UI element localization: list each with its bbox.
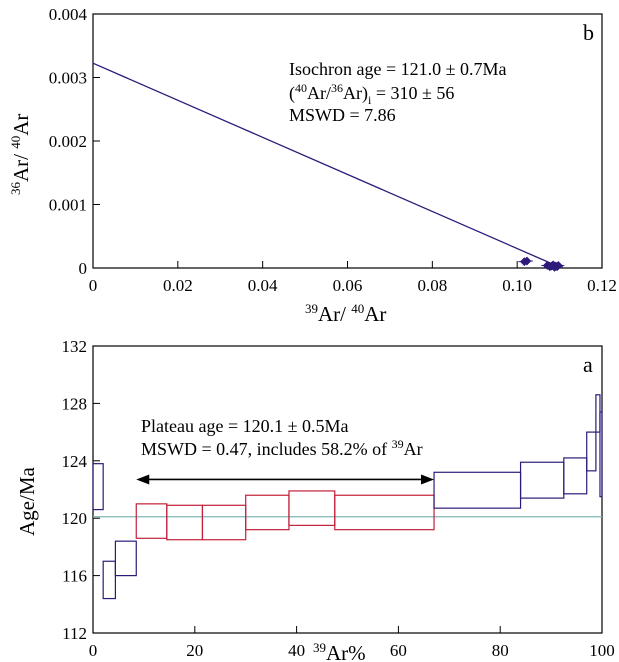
isochron-panel-label: b (583, 20, 594, 45)
age-spectrum-y-tick-label: 124 (62, 452, 88, 471)
age-step (586, 431, 597, 472)
isochron-y-tick-label: 0.004 (49, 5, 88, 24)
age-spectrum-x-tick-label: 60 (390, 641, 407, 660)
plateau-annotation-age: Plateau age = 120.1 ± 0.5Ma (141, 416, 348, 436)
isochron-y-axis-label: 36Ar/ 40Ar (8, 114, 33, 195)
plateau-range-arrow (136, 474, 435, 485)
isochron-plot-frame (92, 13, 603, 269)
isochron-y-ticks: 0 0.001 0.002 0.003 0.004 (49, 5, 100, 278)
age-spectrum-x-tick-label: 20 (186, 641, 203, 660)
plateau-range-arrow-left-head (136, 474, 150, 485)
age-step (334, 494, 435, 531)
age-spectrum-y-tick-label: 120 (62, 509, 88, 528)
age-step (245, 494, 290, 531)
isochron-x-axis-label: 39Ar/ 40Ar (305, 301, 386, 326)
isochron-regression-line (92, 62, 562, 269)
age-spectrum-y-ticks: 112 116 120 124 128 132 (62, 337, 100, 643)
age-spectrum-y-axis-label: Age/Ma (15, 467, 39, 536)
age-step (288, 490, 336, 526)
age-spectrum-x-tick-label: 40 (288, 641, 305, 660)
age-spectrum-x-tick-label: 0 (89, 641, 98, 660)
isochron-x-tick-label: 0.10 (502, 276, 532, 295)
age-spectrum-y-tick-label: 116 (62, 567, 87, 586)
plateau-range-arrow-right-head (421, 474, 435, 485)
isochron-x-ticks: 0 0.02 0.04 0.06 0.08 0.10 0.12 (89, 261, 617, 295)
plateau-annotation-mswd: MSWD = 0.47, includes 58.2% of 39Ar (141, 437, 423, 459)
age-spectrum-y-tick-label: 112 (62, 624, 87, 643)
age-spectrum-panel: 112 116 120 124 128 132 0 20 40 60 80 100 a Platea… (15, 337, 615, 662)
age-step (519, 461, 565, 499)
isochron-x-tick-label: 0.04 (248, 276, 278, 295)
isochron-y-tick-label: 0 (79, 259, 88, 278)
age-step (599, 411, 603, 498)
isochron-y-tick-label: 0.001 (49, 196, 87, 215)
age-step (166, 504, 204, 541)
age-spectrum-x-tick-label: 100 (589, 641, 615, 660)
age-spectrum-x-ticks: 0 20 40 60 80 100 (89, 626, 615, 660)
age-step (201, 504, 247, 541)
age-spectrum-plot-frame (92, 345, 603, 634)
isochron-data-points (518, 256, 565, 272)
age-step (595, 394, 601, 433)
isochron-y-tick-label: 0.003 (49, 69, 87, 88)
isochron-y-tick-label: 0.002 (49, 132, 87, 151)
age-spectrum-y-tick-label: 128 (62, 394, 88, 413)
isochron-x-tick-label: 0 (89, 276, 98, 295)
isochron-x-tick-label: 0.06 (333, 276, 363, 295)
age-spectrum-y-tick-label: 132 (62, 337, 88, 356)
isochron-annotation-initial-ratio: (40Ar/36Ar)i = 310 ± 56 (289, 81, 454, 107)
age-spectrum-x-tick-label: 80 (492, 641, 509, 660)
isochron-x-tick-label: 0.02 (163, 276, 193, 295)
isochron-annotation-age: Isochron age = 121.0 ± 0.7Ma (289, 59, 507, 79)
age-step (92, 463, 104, 511)
age-step (563, 457, 588, 495)
age-spectrum-panel-label: a (583, 352, 593, 377)
age-step (433, 471, 522, 509)
age-spectrum-steps (92, 394, 603, 600)
age-step (135, 503, 168, 539)
age-step (114, 540, 137, 577)
isochron-annotation-mswd: MSWD = 7.86 (289, 105, 396, 125)
age-step (102, 560, 116, 600)
age-spectrum-x-axis-label: 39Ar% (313, 640, 366, 662)
isochron-x-tick-label: 0.08 (417, 276, 447, 295)
isochron-x-tick-label: 0.12 (587, 276, 617, 295)
